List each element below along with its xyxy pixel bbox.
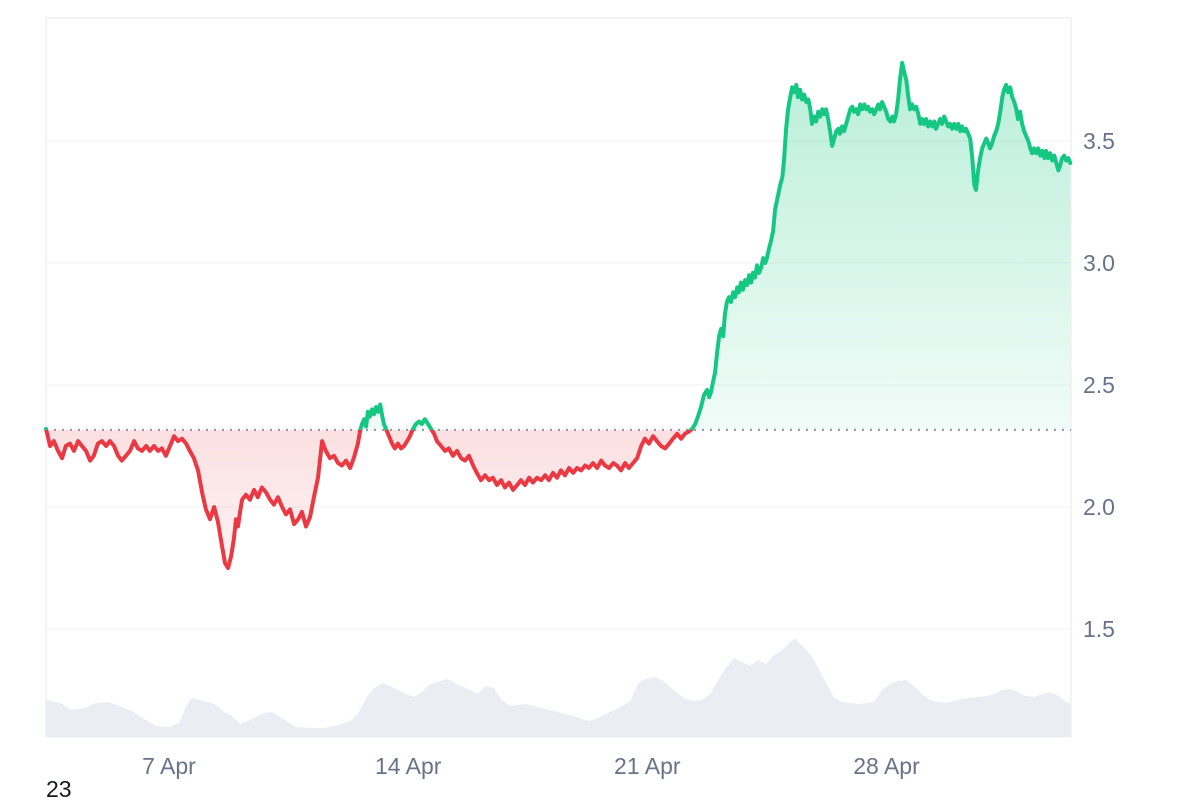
y-axis-tick-label: 3.5	[1083, 128, 1115, 154]
stray-date-label: 23	[46, 776, 72, 802]
price-area-below-baseline	[46, 429, 1071, 568]
x-axis-tick-label: 7 Apr	[142, 753, 196, 779]
x-axis-tick-label: 21 Apr	[614, 753, 681, 779]
x-axis-tick-label: 28 Apr	[853, 753, 920, 779]
y-axis-tick-label: 1.5	[1083, 616, 1115, 642]
volume-area	[46, 638, 1071, 737]
y-axis-tick-label: 2.5	[1083, 372, 1115, 398]
y-axis-tick-label: 3.0	[1083, 250, 1115, 276]
x-axis-tick-label: 14 Apr	[375, 753, 442, 779]
price-line-down	[44, 429, 694, 570]
price-area-above-baseline	[46, 62, 1071, 430]
y-axis-tick-label: 2.0	[1083, 494, 1115, 520]
price-line-up	[44, 60, 1073, 430]
